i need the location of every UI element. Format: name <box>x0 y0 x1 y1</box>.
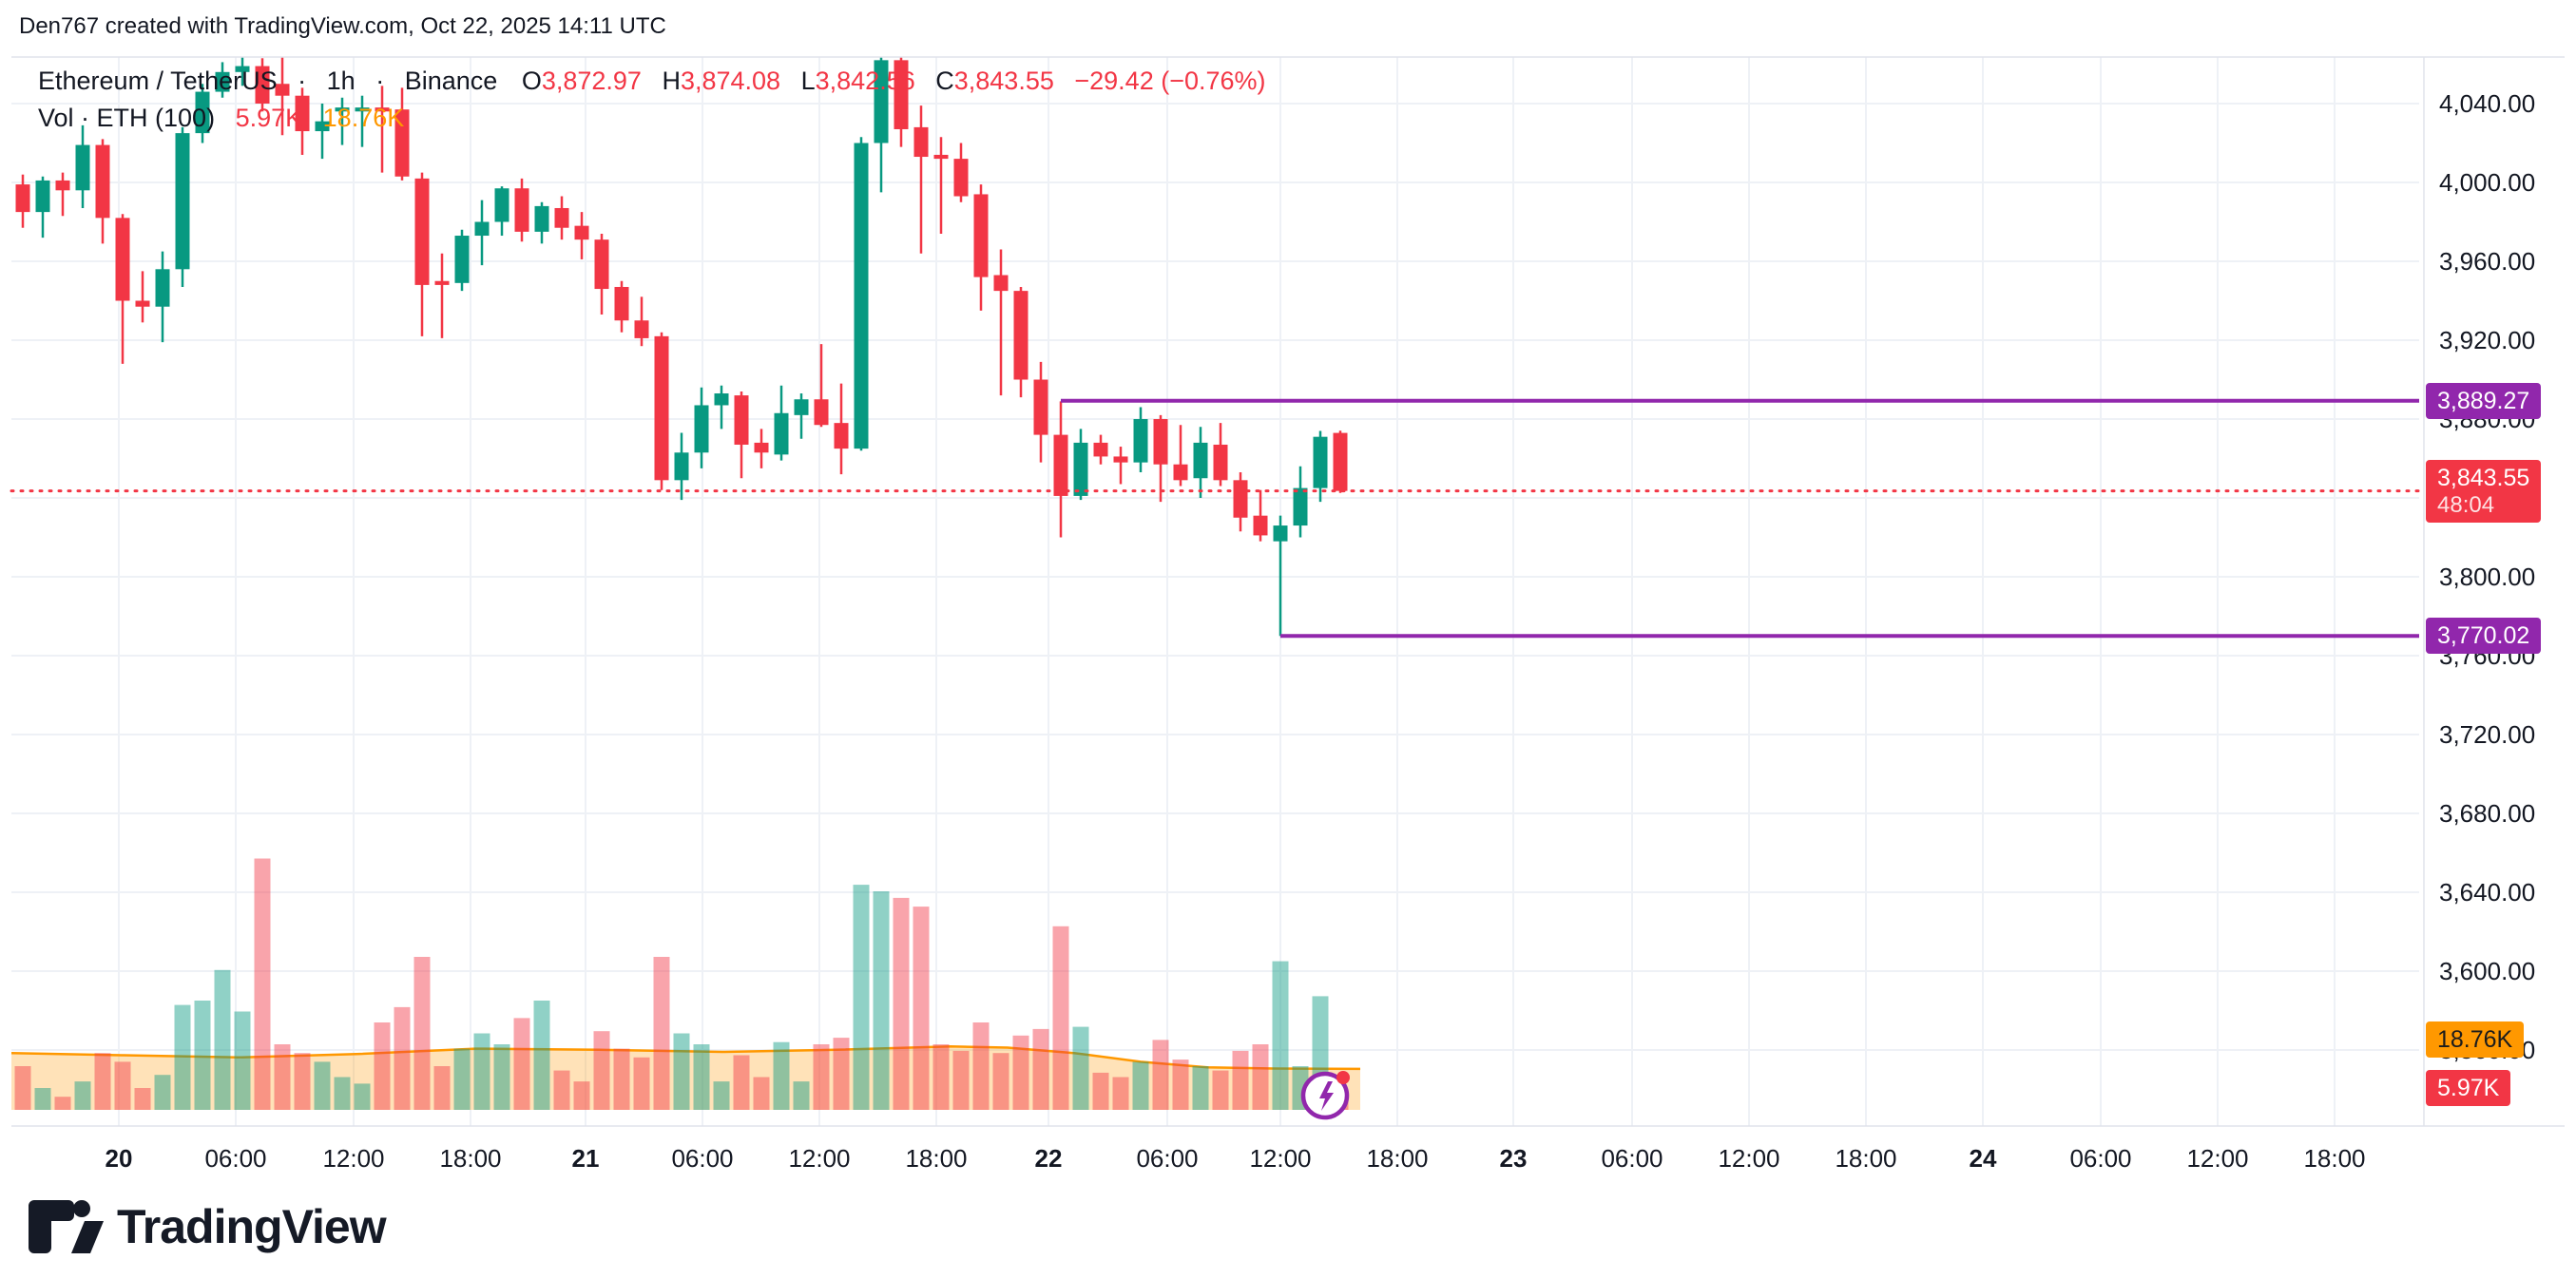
lightning-icon <box>1319 1081 1334 1111</box>
time-tick-label: 18:00 <box>439 1144 501 1173</box>
volume-indicator-title[interactable]: Vol · ETH (100) <box>38 104 216 132</box>
time-tick-label: 06:00 <box>1136 1144 1198 1173</box>
level-high-price-badge: 3,889.27 <box>2426 382 2542 419</box>
tradingview-logo-icon <box>29 1200 104 1253</box>
open-value: 3,872.97 <box>541 67 642 95</box>
legend-volume-row: Vol · ETH (100) 5.97K 18.76K <box>38 102 1266 134</box>
time-tick-label: 18:00 <box>1366 1144 1428 1173</box>
close-value: 3,843.55 <box>953 67 1054 95</box>
time-tick-label: 12:00 <box>1249 1144 1311 1173</box>
time-tick-label: 12:00 <box>1718 1144 1779 1173</box>
legend-symbol-row: Ethereum / TetherUS · 1h · Binance O3,87… <box>38 67 1266 95</box>
low-value: 3,842.56 <box>815 67 915 95</box>
price-tick-label: 4,000.00 <box>2439 168 2535 197</box>
time-tick-label: 06:00 <box>204 1144 266 1173</box>
time-tick-label: 12:00 <box>2186 1144 2248 1173</box>
time-tick-label: 18:00 <box>905 1144 967 1173</box>
chart-legend: Ethereum / TetherUS · 1h · Binance O3,87… <box>38 65 1266 139</box>
notification-dot-icon <box>1336 1071 1350 1084</box>
price-tick-label: 3,920.00 <box>2439 326 2535 354</box>
price-tick-label: 3,720.00 <box>2439 720 2535 749</box>
close-label: C <box>935 67 954 95</box>
volume-badge: 5.97K <box>2426 1070 2511 1106</box>
time-tick-label: 12:00 <box>788 1144 850 1173</box>
time-tick-label: 21 <box>572 1144 600 1173</box>
bar-countdown: 48:04 <box>2437 491 2495 518</box>
volume-ma-value: 18.76K <box>322 104 405 132</box>
level-low-price-badge: 3,770.02 <box>2426 618 2542 655</box>
change-value: −29.42 (−0.76%) <box>1074 67 1266 95</box>
interval-value[interactable]: 1h <box>326 67 356 95</box>
last-price-badge: 3,843.55 48:04 <box>2426 459 2542 523</box>
volume-value: 5.97K <box>235 104 303 132</box>
time-tick-label: 06:00 <box>2069 1144 2131 1173</box>
flash-boost-button[interactable] <box>1298 1065 1355 1122</box>
volume-ma-badge: 18.76K <box>2426 1021 2525 1058</box>
time-tick-label: 12:00 <box>322 1144 384 1173</box>
low-label: L <box>800 67 816 95</box>
time-tick-label: 20 <box>106 1144 133 1173</box>
high-label: H <box>662 67 681 95</box>
high-value: 3,874.08 <box>680 67 781 95</box>
price-tick-label: 4,040.00 <box>2439 89 2535 118</box>
symbol-name[interactable]: Ethereum / TetherUS <box>38 67 278 95</box>
price-tick-label: 3,960.00 <box>2439 247 2535 276</box>
time-tick-label: 06:00 <box>671 1144 733 1173</box>
price-tick-label: 3,680.00 <box>2439 799 2535 828</box>
attribution-text: Den767 created with TradingView.com, Oct… <box>19 13 666 39</box>
price-tick-label: 3,800.00 <box>2439 563 2535 591</box>
price-tick-label: 3,640.00 <box>2439 878 2535 907</box>
price-tick-label: 3,600.00 <box>2439 957 2535 985</box>
time-tick-label: 18:00 <box>2303 1144 2365 1173</box>
exchange-name: Binance <box>404 67 498 95</box>
time-tick-label: 18:00 <box>1835 1144 1896 1173</box>
time-tick-label: 06:00 <box>1601 1144 1663 1173</box>
brand-name: TradingView <box>117 1200 387 1253</box>
time-tick-label: 22 <box>1035 1144 1063 1173</box>
time-tick-label: 23 <box>1500 1144 1528 1173</box>
time-tick-label: 24 <box>1970 1144 1997 1173</box>
tradingview-brand[interactable]: TradingView <box>26 1199 387 1254</box>
open-label: O <box>521 67 542 95</box>
